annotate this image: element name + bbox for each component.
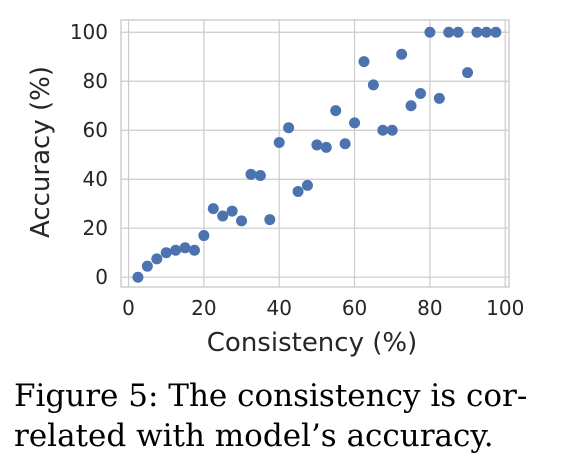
x-tick-label: 100 (486, 296, 524, 320)
data-point (179, 242, 191, 254)
data-point (358, 56, 370, 68)
data-point (311, 139, 323, 151)
x-tick-label: 80 (417, 296, 442, 320)
data-point (217, 210, 229, 222)
y-tick-label: 80 (83, 69, 108, 93)
data-point (141, 260, 153, 272)
data-point (386, 124, 398, 136)
x-tick-label: 40 (266, 296, 291, 320)
x-axis-label: Consistency (%) (207, 328, 417, 358)
data-point (471, 26, 483, 38)
data-point (452, 26, 464, 38)
x-tick-label: 0 (122, 296, 135, 320)
y-tick-label: 60 (83, 118, 108, 142)
data-point (292, 185, 304, 197)
data-point (236, 215, 248, 227)
data-point (424, 26, 436, 38)
data-point (396, 48, 408, 60)
data-point (339, 138, 351, 150)
data-point (245, 168, 257, 180)
data-point (254, 170, 266, 182)
data-point (151, 253, 163, 265)
data-point (367, 79, 379, 91)
caption-line-2: related with model’s accuracy. (14, 418, 494, 454)
scatter-chart: 0 20 40 60 80 100 0 20 40 60 80 100 Consistency (%)… (26, 19, 525, 358)
data-point (283, 122, 295, 134)
data-point (349, 117, 361, 129)
data-point (207, 203, 219, 215)
data-point (301, 179, 313, 191)
grid (121, 20, 509, 287)
data-point (405, 100, 417, 112)
data-point (462, 67, 474, 79)
data-point (188, 244, 200, 256)
plot-border (120, 19, 510, 288)
x-tick-label: 20 (191, 296, 216, 320)
data-point (132, 271, 144, 283)
data-point (226, 205, 238, 217)
data-point (160, 247, 172, 259)
data-point (273, 136, 285, 148)
figure-caption: Figure 5: The consistency is cor- relate… (14, 376, 562, 456)
data-point (443, 26, 455, 38)
y-tick-label: 100 (70, 20, 108, 44)
caption-line-1: Figure 5: The consistency is cor- (14, 378, 528, 414)
y-tick-label: 20 (83, 216, 108, 240)
data-points (132, 26, 502, 283)
data-point (490, 26, 502, 38)
data-point (377, 124, 389, 136)
y-tick-label: 0 (95, 265, 108, 289)
data-point (480, 26, 492, 38)
x-tick-label: 60 (342, 296, 367, 320)
data-point (170, 244, 182, 256)
data-point (198, 230, 210, 242)
data-point (414, 87, 426, 99)
data-point (264, 214, 276, 226)
plot-frame (120, 19, 510, 288)
data-point (433, 92, 445, 104)
data-point (330, 105, 342, 117)
tick-labels: 0 20 40 60 80 100 0 20 40 60 80 100 (70, 20, 525, 320)
y-tick-label: 40 (83, 167, 108, 191)
data-point (320, 141, 332, 153)
y-axis-label: Accuracy (%) (26, 66, 56, 238)
